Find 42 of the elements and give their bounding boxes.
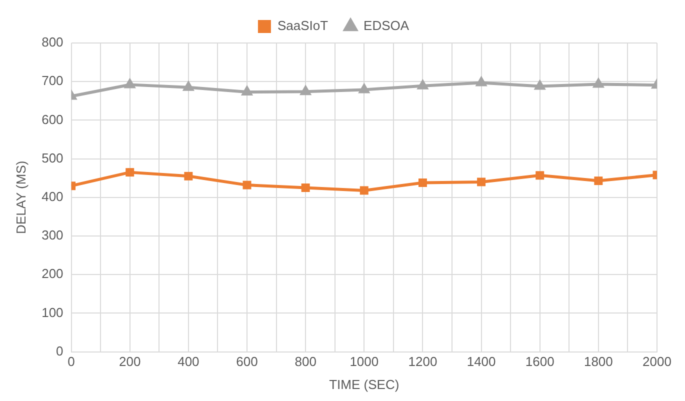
point xyxy=(594,176,603,186)
x-tick-label: 200 xyxy=(119,354,141,370)
y-tick-label: 0 xyxy=(56,343,64,358)
point xyxy=(126,168,134,177)
point xyxy=(358,82,370,94)
y-tick-label: 400 xyxy=(42,188,64,204)
x-axis-title: TIME (SEC) xyxy=(329,376,400,392)
y-tick-label: 600 xyxy=(42,112,64,127)
point xyxy=(477,178,486,186)
point xyxy=(418,178,427,187)
x-tick-label: 0 xyxy=(68,354,75,370)
y-tick-label: 500 xyxy=(42,150,64,166)
x-tick-label: 1200 xyxy=(408,354,438,370)
y-tick-label: 300 xyxy=(42,228,64,243)
x-tick-label: 1600 xyxy=(525,354,554,370)
x-tick-label: 1000 xyxy=(350,354,379,370)
x-tick-label: 600 xyxy=(236,354,258,370)
point xyxy=(124,78,136,88)
point xyxy=(300,84,312,96)
y-tick-label: 700 xyxy=(42,73,64,88)
point xyxy=(301,184,310,192)
legend-label: SaaSIoT xyxy=(277,18,328,34)
x-tick-label: 800 xyxy=(294,354,316,370)
point xyxy=(182,80,194,91)
y-tick-label: 100 xyxy=(42,304,64,320)
x-tick-label: 400 xyxy=(178,354,200,370)
point xyxy=(240,85,254,96)
y-tick-label: 200 xyxy=(42,266,64,282)
point xyxy=(416,78,429,90)
legend-label: EDSOA xyxy=(364,18,410,34)
point xyxy=(242,180,252,190)
point xyxy=(534,79,546,90)
point xyxy=(475,76,488,86)
x-tick-label: 2000 xyxy=(642,354,672,370)
point xyxy=(536,171,544,180)
point xyxy=(360,186,368,195)
x-tick-label: 1400 xyxy=(466,354,496,370)
point xyxy=(184,172,193,180)
y-tick-label: 800 xyxy=(42,34,64,50)
x-tick-label: 1800 xyxy=(584,354,613,370)
y-axis-title: DELAY (MS) xyxy=(13,160,28,234)
point xyxy=(592,77,604,88)
